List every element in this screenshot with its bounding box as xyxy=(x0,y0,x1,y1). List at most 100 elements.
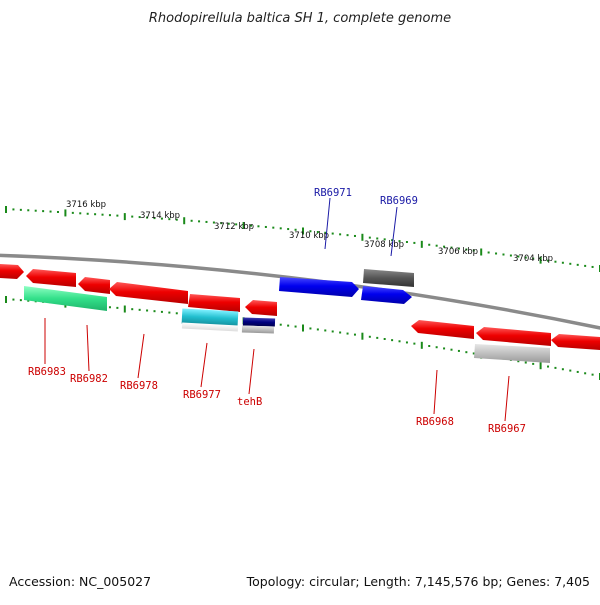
upper-scale-minor-tick xyxy=(101,213,104,216)
lower-scale-minor-tick xyxy=(160,310,163,313)
gene-labels: RB6971 RB6969 RB6983 RB6982 RB6978 RB697… xyxy=(28,187,526,435)
upper-scale-major-tick xyxy=(539,256,542,264)
feature-light-gray[interactable] xyxy=(474,344,550,363)
upper-scale-minor-tick xyxy=(561,261,564,264)
upper-scale-minor-tick xyxy=(153,217,156,220)
gene-rb6983[interactable] xyxy=(26,269,76,287)
lower-scale-minor-tick xyxy=(108,306,111,309)
reverse-strand-genes-right xyxy=(411,320,600,363)
lower-scale-minor-tick xyxy=(309,327,312,330)
lower-scale-minor-tick xyxy=(391,339,394,342)
scale-label-3704: 3704 kbp xyxy=(513,254,553,264)
label-rb6967[interactable]: RB6967 xyxy=(488,423,526,435)
lower-scale-minor-tick xyxy=(569,369,572,372)
lower-scale-minor-tick xyxy=(554,366,557,369)
lower-scale-minor-tick xyxy=(146,309,149,312)
lower-scale-minor-tick xyxy=(517,360,520,363)
gene-rb6971[interactable] xyxy=(279,277,359,297)
upper-scale-minor-tick xyxy=(34,209,37,212)
upper-scale-minor-tick xyxy=(465,248,468,251)
gene-rb6978[interactable] xyxy=(109,282,188,304)
label-rb6971[interactable]: RB6971 xyxy=(314,187,352,199)
gene-left-edge[interactable] xyxy=(0,264,24,279)
upper-scale-minor-tick xyxy=(383,238,386,241)
label-tehb[interactable]: tehB xyxy=(237,396,262,408)
lower-scale-minor-tick xyxy=(376,336,379,339)
label-rb6978[interactable]: RB6978 xyxy=(120,380,158,392)
upper-scale-minor-tick xyxy=(205,220,208,223)
gene-right-edge[interactable] xyxy=(551,334,600,350)
leader-rb6978 xyxy=(137,333,145,379)
label-rb6983[interactable]: RB6983 xyxy=(28,366,66,378)
lower-scale-minor-tick xyxy=(398,340,401,343)
lower-scale-minor-tick xyxy=(346,332,349,335)
lower-scale-minor-tick xyxy=(116,306,119,309)
lower-scale-minor-tick xyxy=(561,368,564,371)
upper-scale-minor-tick xyxy=(12,208,15,211)
upper-scale-minor-tick xyxy=(517,255,520,258)
lower-scale-minor-tick xyxy=(19,299,22,302)
gene-tehb[interactable] xyxy=(245,300,277,316)
label-rb6969[interactable]: RB6969 xyxy=(380,195,418,207)
gene-rb6977[interactable] xyxy=(188,294,240,312)
label-rb6968[interactable]: RB6968 xyxy=(416,416,454,428)
gene-rb6968[interactable] xyxy=(411,320,474,339)
lower-scale-major-tick xyxy=(123,305,126,313)
lower-scale-major-tick xyxy=(302,324,304,332)
lower-scale-minor-tick xyxy=(138,308,141,311)
feature-cyan[interactable] xyxy=(181,308,239,327)
leader-rb6968 xyxy=(433,369,438,415)
lower-scale-minor-tick xyxy=(591,373,594,376)
lower-scale-minor-tick xyxy=(353,333,356,336)
upper-scale-minor-tick xyxy=(324,231,327,234)
upper-scale-minor-tick xyxy=(227,222,230,225)
upper-scale-minor-tick xyxy=(532,257,535,260)
accession-text: Accession: NC_005027 xyxy=(9,574,151,589)
scale-labels: 3716 kbp 3714 kbp 3712 kbp 3710 kbp 3708… xyxy=(66,200,553,264)
upper-scale-minor-tick xyxy=(42,210,45,213)
lower-scale-minor-tick xyxy=(368,335,371,338)
upper-scale-minor-tick xyxy=(146,216,149,219)
label-rb6977[interactable]: RB6977 xyxy=(183,389,221,401)
gene-rb6969[interactable] xyxy=(361,286,412,304)
lower-scale-minor-tick xyxy=(131,308,134,311)
lower-scale-minor-tick xyxy=(316,328,319,331)
upper-scale-minor-tick xyxy=(49,210,52,213)
feature-green[interactable] xyxy=(24,286,107,311)
feature-navy[interactable] xyxy=(242,317,276,327)
upper-scale-minor-tick xyxy=(376,237,379,240)
upper-scale-minor-tick xyxy=(569,262,572,265)
leader-rb6971 xyxy=(324,197,331,250)
upper-scale-minor-tick xyxy=(175,218,178,221)
leader-tehb xyxy=(248,348,255,395)
scale-label-3712: 3712 kbp xyxy=(214,222,254,232)
feature-dark-gray[interactable] xyxy=(363,269,414,287)
upper-scale-minor-tick xyxy=(339,233,342,236)
upper-scale-minor-tick xyxy=(554,260,557,263)
upper-scale-minor-tick xyxy=(353,234,356,237)
upper-scale-minor-tick xyxy=(56,210,59,213)
lower-scale-minor-tick xyxy=(524,361,527,364)
upper-scale-major-tick xyxy=(183,217,186,225)
upper-scale-minor-tick xyxy=(264,225,267,228)
lower-scale-major-tick xyxy=(361,332,364,340)
lower-scale-minor-tick xyxy=(331,330,334,333)
gene-rb6967[interactable] xyxy=(476,327,551,346)
upper-scale-minor-tick xyxy=(413,241,416,244)
lower-scale-minor-tick xyxy=(294,325,297,328)
upper-scale-minor-tick xyxy=(502,253,505,256)
lower-scale-major-tick xyxy=(539,362,542,370)
lower-scale-minor-tick xyxy=(405,341,408,344)
gene-rb6982[interactable] xyxy=(78,277,110,294)
upper-scale-minor-tick xyxy=(19,208,22,211)
lower-scale-minor-tick xyxy=(450,348,453,351)
label-rb6982[interactable]: RB6982 xyxy=(70,373,108,385)
scale-label-3710: 3710 kbp xyxy=(289,231,329,241)
lower-scale-minor-tick xyxy=(465,351,468,354)
lower-scale-minor-tick xyxy=(287,324,290,327)
upper-scale-minor-tick xyxy=(487,251,490,254)
lower-scale-minor-tick xyxy=(324,329,327,332)
lower-scale-minor-tick xyxy=(168,311,171,314)
